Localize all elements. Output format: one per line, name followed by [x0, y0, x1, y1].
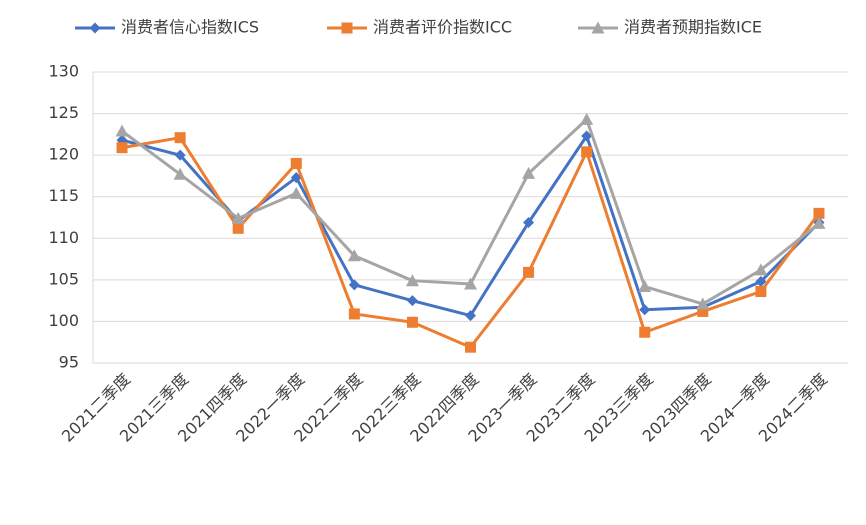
marker — [290, 157, 302, 169]
marker — [522, 166, 536, 179]
y-tick-label: 95 — [59, 353, 79, 372]
marker — [591, 21, 605, 34]
marker — [348, 279, 360, 291]
marker — [406, 316, 418, 328]
marker — [754, 263, 768, 276]
legend-label: 消费者评价指数ICC — [373, 18, 512, 37]
y-tick-label: 110 — [48, 228, 79, 247]
marker — [580, 112, 594, 125]
y-tick-label: 130 — [48, 62, 79, 81]
marker — [639, 326, 651, 338]
marker — [581, 146, 593, 158]
marker — [465, 341, 476, 353]
marker — [812, 216, 826, 229]
marker — [115, 124, 129, 137]
marker — [813, 207, 825, 219]
marker — [116, 142, 128, 154]
y-tick-label: 105 — [48, 269, 79, 288]
marker — [464, 277, 477, 290]
marker — [174, 132, 186, 144]
marker — [231, 211, 245, 224]
y-tick-label: 120 — [48, 145, 79, 164]
marker — [696, 297, 710, 310]
y-tick-label: 115 — [48, 186, 79, 205]
marker — [406, 295, 418, 307]
marker — [289, 186, 303, 199]
marker — [755, 276, 767, 288]
y-tick-label: 100 — [48, 311, 79, 330]
marker — [581, 130, 593, 142]
legend-label: 消费者预期指数ICE — [624, 18, 762, 37]
marker — [89, 22, 101, 34]
marker — [639, 304, 651, 316]
marker — [347, 249, 361, 262]
marker — [523, 266, 535, 278]
marker — [173, 167, 187, 180]
marker — [232, 222, 244, 234]
marker — [465, 310, 476, 322]
legend-label: 消费者信心指数ICS — [121, 18, 259, 37]
legend: 消费者信心指数ICS 消费者评价指数ICC 消费者预期指数ICE — [75, 18, 762, 37]
y-tick-label: 125 — [48, 103, 79, 122]
marker — [174, 149, 186, 161]
marker — [523, 216, 535, 228]
marker — [341, 22, 353, 34]
marker — [405, 274, 419, 287]
marker — [697, 305, 709, 317]
marker — [290, 172, 302, 184]
marker — [638, 280, 652, 293]
marker — [755, 285, 767, 297]
marker — [348, 308, 360, 320]
